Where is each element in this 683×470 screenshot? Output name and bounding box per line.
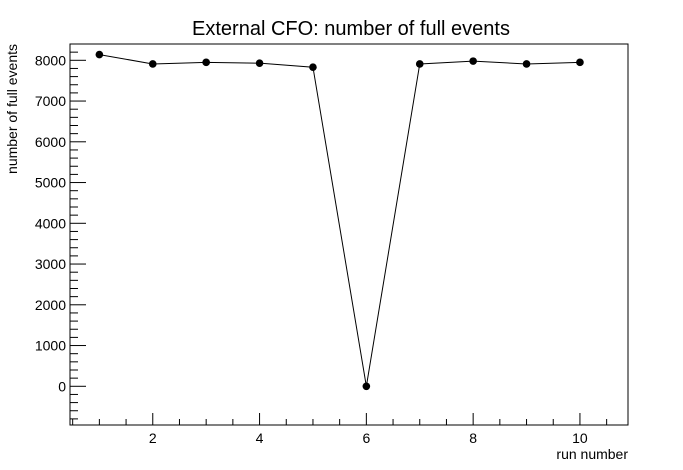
plot-frame [69, 43, 629, 426]
y-tick-label: 6000 [35, 134, 66, 150]
chart-title: External CFO: number of full events [192, 18, 510, 40]
data-point [469, 57, 477, 65]
x-tick-label: 10 [572, 430, 588, 446]
y-tick-label: 5000 [35, 175, 66, 191]
x-tick-label: 2 [149, 430, 157, 446]
x-tick-label: 4 [256, 430, 264, 446]
data-point [576, 58, 584, 67]
x-axis-label: run number [556, 446, 628, 462]
x-tick-label: 6 [362, 430, 370, 446]
y-tick-label: 0 [58, 378, 66, 394]
data-point [95, 50, 104, 59]
y-tick-label: 3000 [35, 256, 66, 272]
x-tick-label: 8 [469, 430, 477, 446]
x-axis-ticks: 2 4 6 8 10 [72, 413, 608, 446]
data-point [202, 58, 210, 67]
y-axis-label: number of full events [4, 44, 20, 174]
data-point [362, 382, 371, 391]
data-point [522, 60, 531, 68]
data-point [309, 63, 317, 72]
y-tick-label: 8000 [35, 52, 66, 68]
y-tick-label: 7000 [35, 93, 66, 109]
y-tick-label: 4000 [35, 215, 66, 231]
data-point [255, 59, 264, 67]
y-tick-label: 1000 [35, 338, 66, 354]
y-tick-label: 2000 [35, 297, 66, 313]
y-axis-ticks: 0 1000 2000 3000 4000 5000 6000 7000 8000 [35, 43, 86, 420]
series-line [99, 54, 580, 387]
data-point [148, 60, 157, 68]
data-point [415, 60, 424, 68]
data-series [95, 50, 584, 391]
